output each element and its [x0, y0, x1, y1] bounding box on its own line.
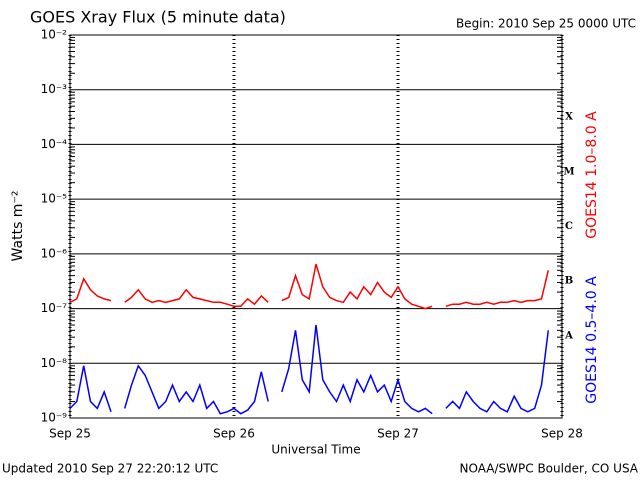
y-tick-label: 10⁻³ — [41, 82, 68, 96]
flare-class-label: X — [565, 112, 573, 123]
updated-time: Updated 2010 Sep 27 22:20:12 UTC — [2, 462, 218, 476]
chart-title: GOES Xray Flux (5 minute data) — [30, 8, 286, 27]
x-tick-label: Sep 28 — [541, 427, 583, 441]
y-tick-label: 10⁻⁶ — [41, 246, 68, 260]
legend-entry: GOES14 1.0–8.0 A — [584, 111, 600, 239]
begin-time: Begin: 2010 Sep 25 0000 UTC — [456, 17, 636, 31]
y-tick-label: 10⁻² — [41, 28, 68, 42]
x-axis-label: Universal Time — [271, 443, 360, 457]
x-tick-label: Sep 27 — [377, 427, 419, 441]
credit: NOAA/SWPC Boulder, CO USA — [460, 462, 639, 476]
y-tick-label: 10⁻⁹ — [41, 411, 68, 425]
legend-entry: GOES14 0.5–4.0 A — [584, 276, 600, 404]
flare-class-label: B — [565, 276, 573, 287]
x-tick-label: Sep 26 — [213, 427, 255, 441]
flare-class-label: C — [565, 221, 573, 232]
x-tick-label: Sep 25 — [49, 427, 91, 441]
y-tick-label: 10⁻⁵ — [41, 192, 68, 206]
plot-frame — [69, 34, 563, 419]
y-tick-label: 10⁻⁴ — [41, 137, 68, 151]
flare-class-label: A — [564, 330, 573, 341]
y-tick-label: 10⁻⁷ — [41, 301, 68, 315]
series-line — [69, 263, 550, 310]
flare-class-label: M — [563, 166, 574, 177]
y-tick-label: 10⁻⁸ — [41, 356, 68, 370]
series-line — [69, 324, 550, 415]
y-axis-label: Watts m⁻² — [10, 191, 26, 262]
